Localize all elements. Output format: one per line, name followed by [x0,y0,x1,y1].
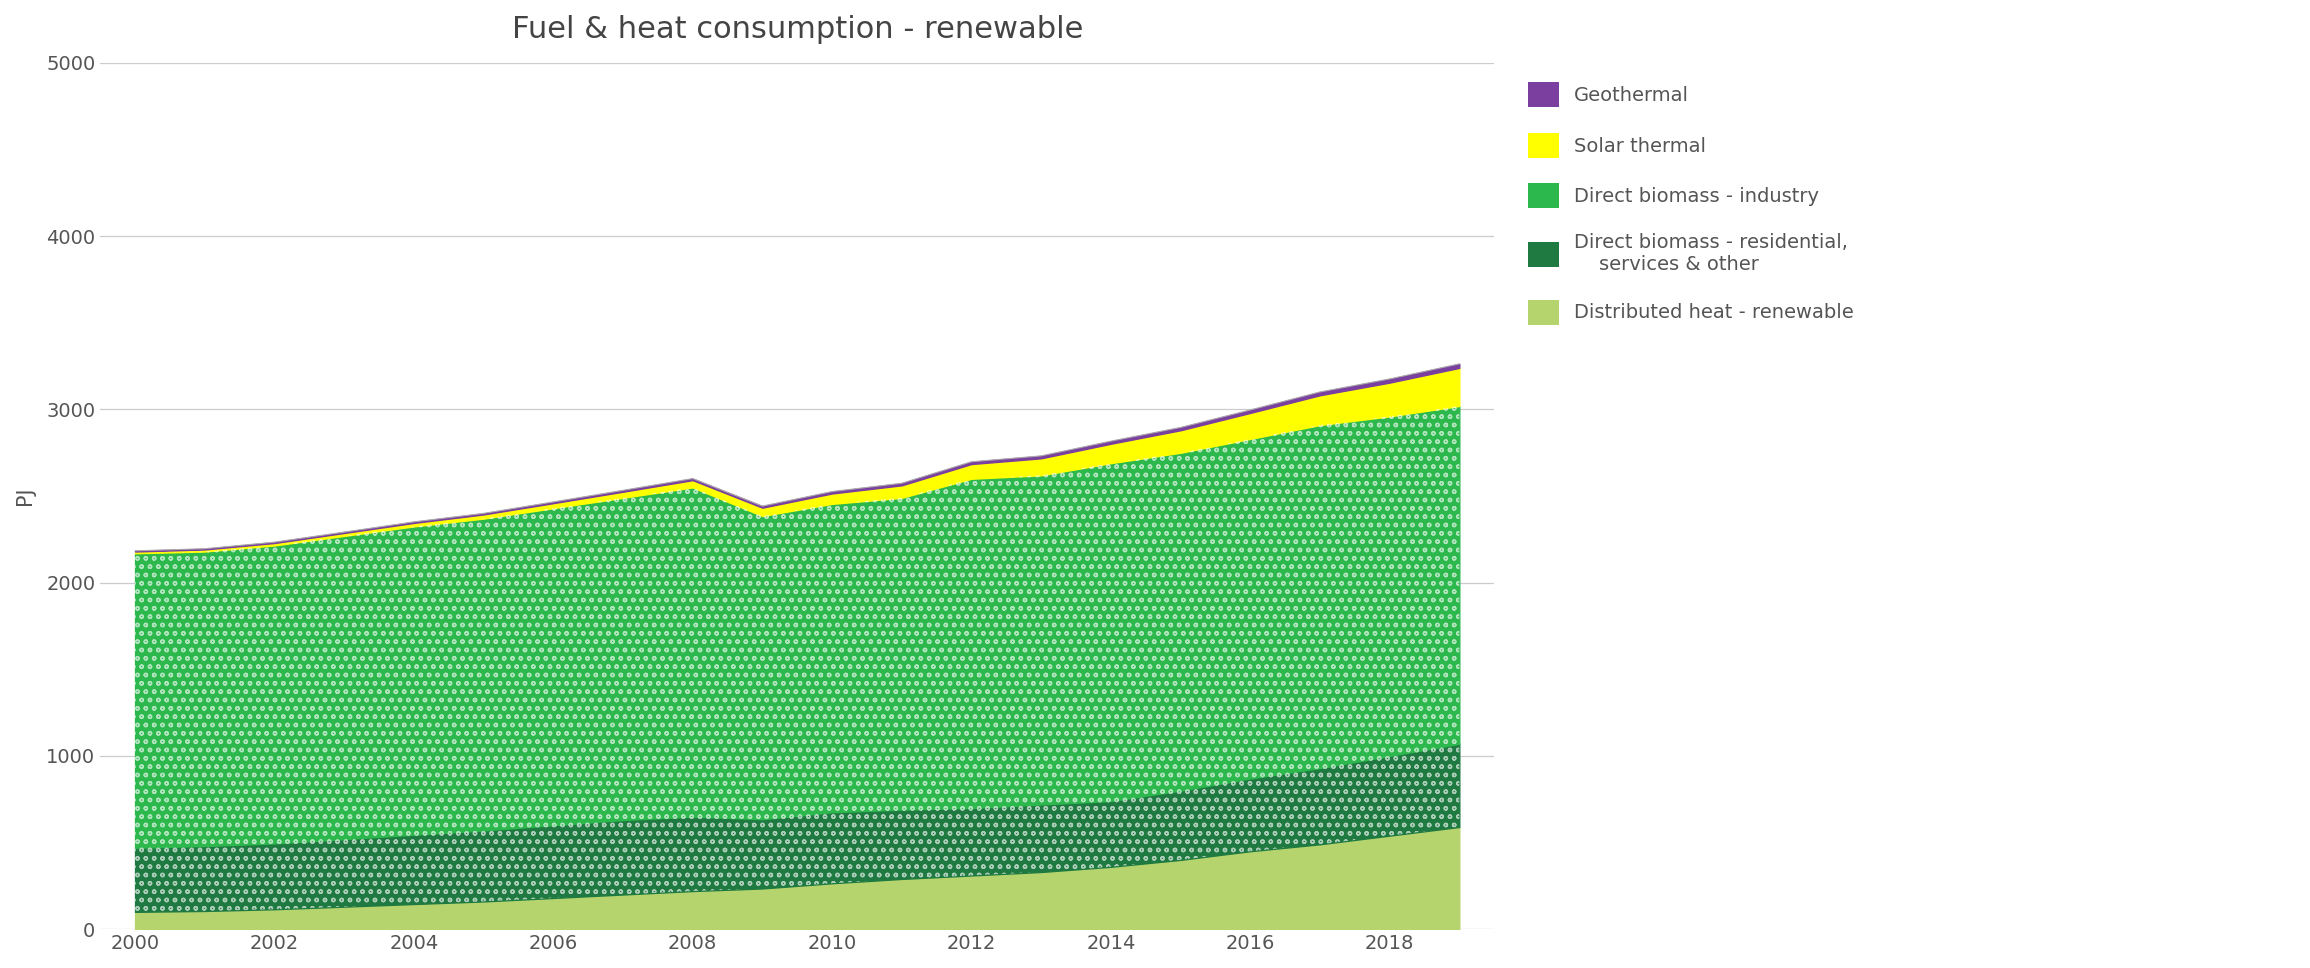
Y-axis label: PJ: PJ [14,487,35,505]
Legend: Geothermal, Solar thermal, Direct biomass - industry, Direct biomass - residenti: Geothermal, Solar thermal, Direct biomas… [1518,73,1864,334]
Title: Fuel & heat consumption - renewable: Fuel & heat consumption - renewable [511,15,1083,44]
